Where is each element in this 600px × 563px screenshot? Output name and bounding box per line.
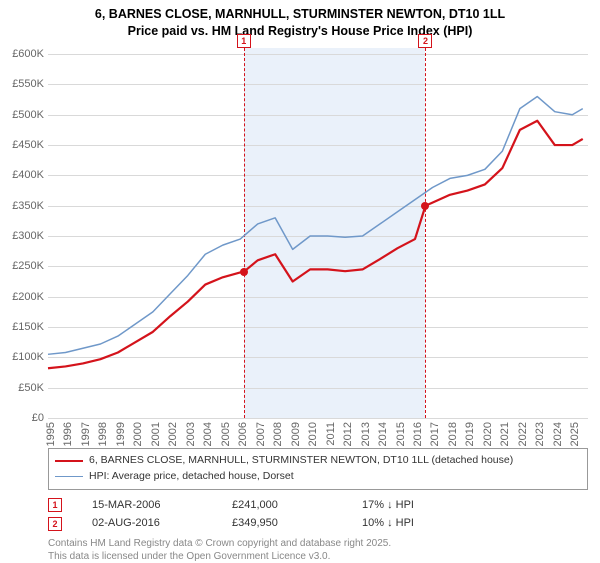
y-tick-label: £100K bbox=[2, 351, 44, 363]
annotation-marker: 2 bbox=[48, 517, 62, 531]
chart-footer: 6, BARNES CLOSE, MARNHULL, STURMINSTER N… bbox=[48, 448, 588, 563]
y-tick-label: £450K bbox=[2, 139, 44, 151]
legend: 6, BARNES CLOSE, MARNHULL, STURMINSTER N… bbox=[48, 448, 588, 490]
series-hpi bbox=[48, 97, 583, 355]
y-tick-label: £400K bbox=[2, 169, 44, 181]
title-line-2: Price paid vs. HM Land Registry's House … bbox=[0, 23, 600, 40]
y-tick-label: £0 bbox=[2, 412, 44, 424]
y-tick-label: £500K bbox=[2, 109, 44, 121]
y-tick-label: £350K bbox=[2, 200, 44, 212]
series-subject bbox=[48, 121, 583, 368]
attribution-line-1: Contains HM Land Registry data © Crown c… bbox=[48, 537, 588, 550]
annotation-table-row: 1 15-MAR-2006 £241,000 17% ↓ HPI bbox=[48, 496, 588, 515]
title-line-1: 6, BARNES CLOSE, MARNHULL, STURMINSTER N… bbox=[0, 6, 600, 23]
chart-plot-area: £0£50K£100K£150K£200K£250K£300K£350K£400… bbox=[48, 48, 588, 418]
annotation-table-row: 2 02-AUG-2016 £349,950 10% ↓ HPI bbox=[48, 514, 588, 533]
annotation-marker: 1 bbox=[48, 498, 62, 512]
annotation-marker: 2 bbox=[418, 34, 432, 48]
legend-label: 6, BARNES CLOSE, MARNHULL, STURMINSTER N… bbox=[89, 453, 513, 469]
annotation-date: 02-AUG-2016 bbox=[92, 514, 202, 533]
y-tick-label: £600K bbox=[2, 48, 44, 60]
annotation-table: 1 15-MAR-2006 £241,000 17% ↓ HPI 2 02-AUG-201… bbox=[48, 496, 588, 533]
legend-row: HPI: Average price, detached house, Dors… bbox=[55, 469, 581, 485]
legend-row: 6, BARNES CLOSE, MARNHULL, STURMINSTER N… bbox=[55, 453, 581, 469]
y-tick-label: £250K bbox=[2, 260, 44, 272]
legend-swatch bbox=[55, 460, 83, 462]
legend-swatch bbox=[55, 476, 83, 477]
attribution-line-2: This data is licensed under the Open Gov… bbox=[48, 550, 588, 563]
y-tick-label: £200K bbox=[2, 291, 44, 303]
annotation-price: £349,950 bbox=[232, 514, 332, 533]
attribution: Contains HM Land Registry data © Crown c… bbox=[48, 537, 588, 563]
annotation-marker: 1 bbox=[237, 34, 251, 48]
chart-title: 6, BARNES CLOSE, MARNHULL, STURMINSTER N… bbox=[0, 0, 600, 40]
annotation-price: £241,000 bbox=[232, 496, 332, 515]
y-tick-label: £50K bbox=[2, 382, 44, 394]
legend-label: HPI: Average price, detached house, Dors… bbox=[89, 469, 294, 485]
line-chart-svg bbox=[48, 48, 588, 418]
gridline bbox=[48, 418, 588, 419]
annotation-delta: 17% ↓ HPI bbox=[362, 496, 462, 515]
y-tick-label: £550K bbox=[2, 78, 44, 90]
y-tick-label: £300K bbox=[2, 230, 44, 242]
annotation-delta: 10% ↓ HPI bbox=[362, 514, 462, 533]
y-tick-label: £150K bbox=[2, 321, 44, 333]
annotation-date: 15-MAR-2006 bbox=[92, 496, 202, 515]
